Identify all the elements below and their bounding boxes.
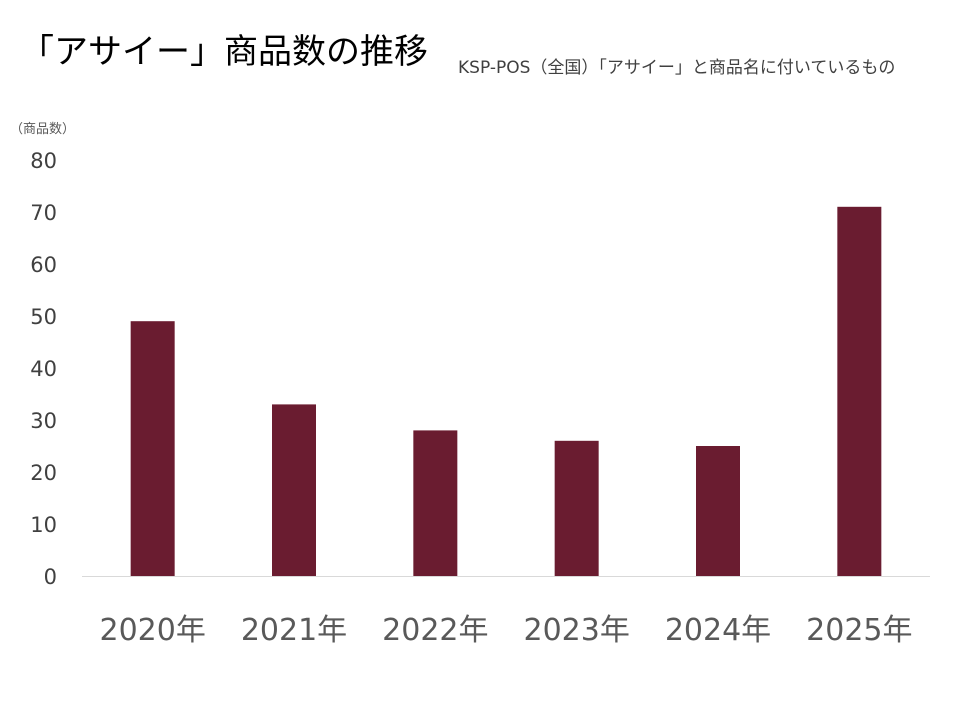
x-tick-label: 2020年	[99, 613, 205, 648]
y-axis-ticks: 0 10 20 30 40 50 60 70 80	[30, 149, 57, 589]
chart-title: 「アサイー」商品数の推移	[20, 32, 428, 72]
bar-2022年	[413, 430, 458, 576]
y-tick-label: 50	[30, 305, 57, 329]
x-tick-label: 2021年	[241, 613, 347, 648]
x-tick-label: 2023年	[523, 613, 629, 648]
x-tick-label: 2024年	[665, 613, 771, 648]
y-axis-unit-label: （商品数）	[10, 122, 76, 137]
y-tick-label: 80	[30, 149, 57, 173]
x-tick-label: 2022年	[382, 613, 488, 648]
bar-2020年	[130, 321, 175, 576]
chart-subtitle: KSP-POS（全国）「アサイー」と商品名に付いているもの	[458, 58, 896, 78]
bars	[130, 206, 882, 577]
y-tick-label: 30	[30, 409, 57, 433]
bar-2025年	[837, 206, 882, 577]
y-tick-label: 60	[30, 253, 57, 277]
x-axis-ticks: 2020年 2021年 2022年 2023年 2024年 2025年	[99, 613, 912, 648]
y-tick-label: 0	[44, 565, 57, 589]
bar-2023年	[554, 440, 599, 576]
x-tick-label: 2025年	[806, 613, 912, 648]
bar-2024年	[696, 446, 740, 576]
y-tick-label: 10	[30, 513, 57, 537]
y-tick-label: 40	[30, 357, 57, 381]
y-tick-label: 70	[30, 201, 57, 225]
bar-2021年	[272, 404, 316, 576]
y-tick-label: 20	[30, 461, 57, 485]
